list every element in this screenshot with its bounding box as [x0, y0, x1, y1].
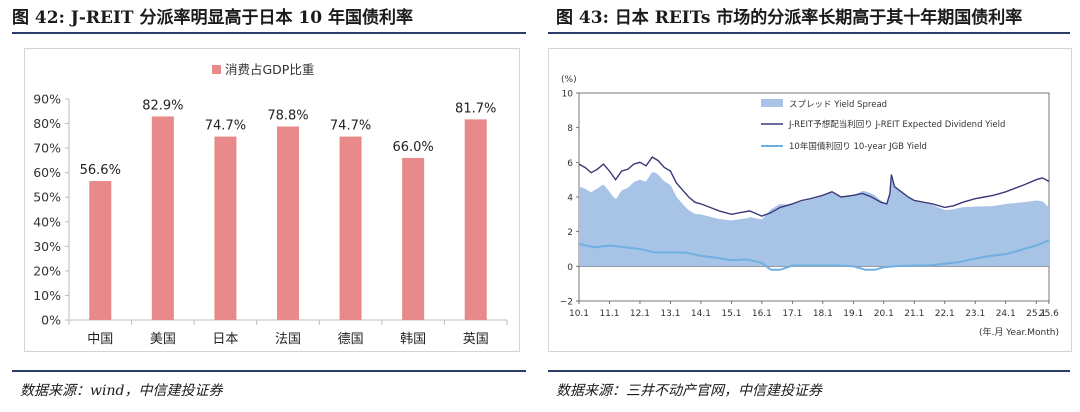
line-y-unit: (%) — [561, 75, 577, 85]
bar-series: 56.6% 中国 82.9% 美国 74.7% 日本 78.8% 法国 74.7% 德国 66.0%… — [80, 98, 497, 347]
bar-y-tick-label: 90% — [33, 92, 61, 107]
bar-legend-label: 消费占GDP比重 — [225, 62, 314, 77]
line-y-tick-label: 0 — [567, 263, 573, 273]
bar-data-label: 74.7% — [330, 119, 371, 134]
bar-data-label: 74.7% — [205, 119, 246, 134]
line-x-tick-label: 18.1 — [813, 309, 833, 319]
bar-chart: 0% 10% 20% 30% 40% 50% 60% 70% 80% 90% 56.6% 中国 82.… — [33, 62, 508, 347]
legend-spread-label: スプレッド Yield Spread — [789, 100, 887, 110]
right-source-rule — [548, 370, 1070, 372]
spread-area — [579, 172, 1049, 267]
bar-category-label: 法国 — [275, 332, 301, 347]
bar-category-label: 英国 — [463, 332, 489, 347]
bar — [214, 136, 237, 320]
bar-category-label: 韩国 — [400, 332, 426, 347]
bar — [402, 157, 425, 320]
bar-data-label: 78.8% — [267, 109, 308, 124]
legend-dividend-label: J-REIT予想配当利回り J-REIT Expected Dividend Y… — [788, 119, 1005, 130]
line-y-tick-label: 2 — [567, 228, 573, 238]
line-series — [578, 156, 1050, 271]
bar-data-label: 82.9% — [142, 98, 183, 113]
bar-data-label: 66.0% — [392, 140, 433, 155]
bar-y-tick-label: 80% — [33, 116, 61, 131]
line-y-tick-label: 4 — [567, 194, 573, 204]
legend-spread-swatch — [761, 99, 783, 107]
line-x-tick-label: 20.1 — [874, 309, 894, 319]
left-source-rule — [12, 370, 526, 372]
bar-y-tick-label: 20% — [33, 263, 61, 278]
left-figure-title: 图 42: J-REIT 分派率明显高于日本 10 年国债利率 — [12, 8, 413, 28]
line-x-tick-label: 22.1 — [935, 309, 955, 319]
left-source-note: 数据来源：wind，中信建投证券 — [20, 383, 223, 399]
spread-area-series — [579, 172, 1049, 267]
line-x-tick-label: 25.6 — [1039, 309, 1059, 319]
jgb-yield-line — [578, 239, 1050, 271]
right-source-note: 数据来源：三井不动产官网，中信建投证券 — [556, 383, 822, 399]
dividend-yield-line — [578, 156, 1050, 217]
left-title-rule — [12, 32, 526, 34]
line-x-tick-label: 24.1 — [996, 309, 1016, 319]
line-x-tick-label: 17.1 — [782, 309, 802, 319]
bar — [339, 136, 362, 320]
line-x-tick-label: 23.1 — [965, 309, 985, 319]
bar-y-tick-label: 40% — [33, 214, 61, 229]
legend-jgb-label: 10年国債利回り 10-year JGB Yield — [789, 141, 927, 152]
bar-category-label: 德国 — [338, 332, 364, 347]
bar-category-label: 美国 — [150, 332, 176, 347]
bar-y-tick-label: 50% — [33, 190, 61, 205]
bar — [277, 126, 299, 320]
line-x-axis: 10.1 11.1 12.1 13.1 14.1 15.1 16.1 17.1 18.1 19.1… — [569, 301, 1059, 319]
line-x-tick-label: 10.1 — [569, 309, 589, 319]
bar-y-tick-label: 70% — [33, 141, 61, 156]
bar — [89, 181, 112, 320]
line-x-label: (年.月 Year.Month) — [979, 326, 1059, 338]
right-figure-title: 图 43: 日本 REITs 市场的分派率长期高于其十年期国债利率 — [556, 8, 1023, 28]
line-x-tick-label: 25.1 — [1026, 309, 1046, 319]
bar — [464, 119, 487, 321]
line-x-tick-label: 19.1 — [843, 309, 863, 319]
line-x-tick-label: 12.1 — [630, 309, 650, 319]
line-y-tick-label: −2 — [560, 298, 573, 308]
bar-data-label: 81.7% — [455, 101, 496, 116]
bar-y-tick-label: 30% — [33, 239, 61, 254]
line-legend: スプレッド Yield Spread J-REIT予想配当利回り J-REIT … — [761, 99, 1005, 152]
line-x-tick-label: 14.1 — [691, 309, 711, 319]
bar-category-label: 中国 — [87, 332, 113, 347]
line-y-tick-label: 10 — [562, 90, 574, 100]
bar-y-tick-label: 0% — [41, 313, 61, 328]
bar-category-label: 日本 — [212, 332, 238, 347]
bar-y-tick-label: 60% — [33, 165, 61, 180]
bar — [151, 116, 174, 320]
line-y-tick-label: 6 — [567, 159, 573, 169]
right-title-rule — [548, 32, 1070, 34]
line-x-tick-label: 21.1 — [904, 309, 924, 319]
line-x-tick-label: 13.1 — [660, 309, 680, 319]
bar-y-tick-label: 10% — [33, 288, 61, 303]
bar-y-axis: 0% 10% 20% 30% 40% 50% 60% 70% 80% 90% — [33, 92, 508, 328]
bar-legend: 消费占GDP比重 — [212, 62, 314, 77]
line-chart: (%) −2 0 2 4 6 8 10 10.1 11.1 12.1 13.1 14.1 15.1 16… — [560, 75, 1059, 338]
line-y-tick-label: 8 — [567, 124, 573, 134]
line-x-tick-label: 15.1 — [721, 309, 741, 319]
bar-chart-panel: 0% 10% 20% 30% 40% 50% 60% 70% 80% 90% 56.6% 中国 82.… — [24, 48, 520, 352]
line-x-tick-label: 11.1 — [599, 309, 619, 319]
line-x-tick-label: 16.1 — [752, 309, 772, 319]
bar-data-label: 56.6% — [80, 163, 121, 178]
line-chart-panel: (%) −2 0 2 4 6 8 10 10.1 11.1 12.1 13.1 14.1 15.1 16… — [548, 48, 1072, 352]
bar-legend-swatch — [212, 65, 221, 74]
